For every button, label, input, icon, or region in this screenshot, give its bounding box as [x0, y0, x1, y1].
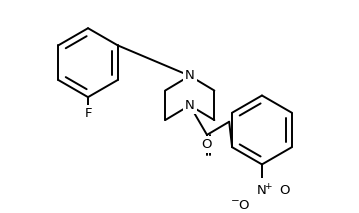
Text: N: N — [185, 99, 195, 112]
Text: N: N — [185, 69, 195, 82]
Text: +: + — [264, 182, 271, 191]
Text: N: N — [257, 184, 267, 197]
Text: O: O — [202, 138, 212, 151]
Text: O: O — [280, 184, 290, 197]
Text: −: − — [231, 196, 240, 206]
Text: F: F — [84, 107, 92, 120]
Text: O: O — [239, 199, 249, 212]
